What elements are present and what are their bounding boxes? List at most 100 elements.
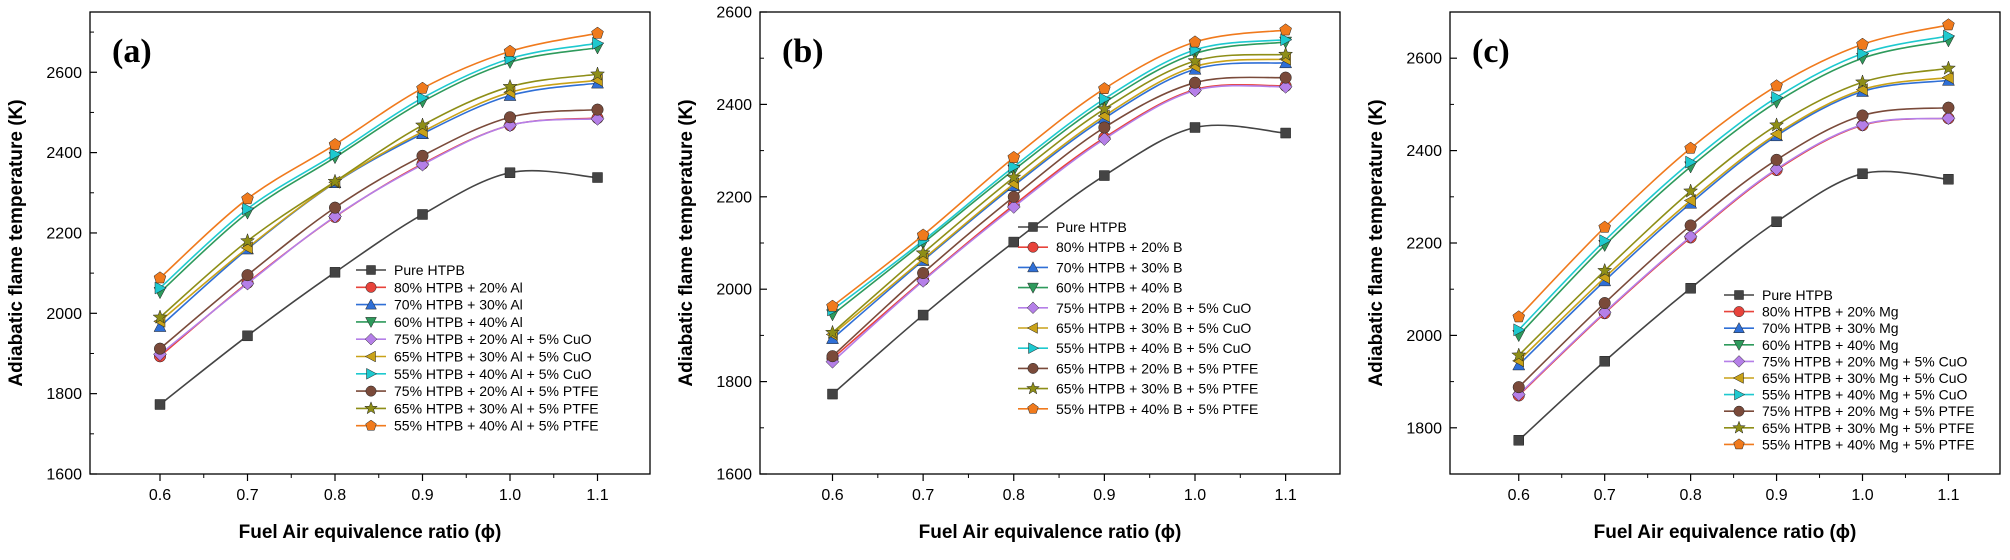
y-axis-title: Adiabatic flame temperature (K) — [1366, 99, 1387, 386]
legend-marker — [1026, 322, 1038, 334]
data-point — [154, 342, 166, 355]
series-5 — [1511, 111, 1956, 402]
chart-panel-1: 1600 1800 2000 2200 2400 2600 0.6 0.7 0.8 0.9 1.0 1… — [6, 11, 651, 543]
series-7 — [154, 36, 605, 295]
y-tick-label: 2400 — [46, 145, 82, 162]
legend-label: 70% HTPB + 30% Al — [394, 297, 523, 313]
data-point — [1685, 155, 1698, 169]
x-axis-title: Fuel Air equivalence ratio (ɸ) — [919, 522, 1182, 543]
data-point — [154, 399, 166, 410]
x-tick-label: 1.1 — [1937, 487, 1959, 504]
data-point — [415, 157, 430, 172]
legend-marker — [1028, 222, 1038, 232]
data-point — [329, 147, 342, 161]
legend-label: 75% HTPB + 20% Mg + 5% PTFE — [1762, 403, 1974, 419]
legend-marker — [1026, 301, 1040, 315]
data-point — [1599, 234, 1612, 248]
data-point — [1770, 79, 1783, 92]
series-10 — [153, 26, 604, 284]
series-line — [159, 117, 598, 357]
x-tick-label: 0.9 — [1093, 487, 1115, 504]
data-point — [1943, 29, 1956, 43]
data-point — [239, 233, 256, 248]
data-point — [1006, 169, 1022, 184]
legend-label: 55% HTPB + 40% Al + 5% PTFE — [394, 418, 599, 434]
legend-marker — [1732, 355, 1746, 368]
series-8 — [154, 103, 604, 355]
data-point — [1599, 356, 1610, 367]
x-tick-label: 0.7 — [912, 487, 934, 504]
data-point — [1189, 76, 1201, 89]
legend-label: 60% HTPB + 40% B — [1056, 280, 1182, 296]
data-point — [1099, 170, 1110, 181]
data-point — [1513, 435, 1524, 446]
x-tick-label: 0.8 — [1003, 487, 1025, 504]
data-point — [1940, 60, 1957, 75]
data-point — [1511, 347, 1527, 362]
data-point — [1097, 132, 1112, 146]
legend-label: Pure HTPB — [394, 262, 465, 278]
panel-label: (a) — [112, 33, 152, 70]
data-point — [1512, 310, 1525, 323]
series-9 — [152, 66, 606, 324]
legend-marker — [1732, 372, 1744, 384]
data-point — [589, 66, 606, 81]
legend-label: 75% HTPB + 20% Mg + 5% CuO — [1762, 353, 1968, 369]
data-point — [1188, 35, 1202, 48]
data-point — [1597, 262, 1613, 278]
legend-label: 70% HTPB + 30% B — [1056, 259, 1182, 275]
data-point — [1597, 305, 1612, 320]
series-line — [831, 62, 1286, 340]
legend-marker — [365, 317, 377, 329]
data-point — [1684, 219, 1697, 232]
x-tick-label: 0.7 — [236, 487, 258, 504]
data-point — [1096, 101, 1112, 116]
data-point — [1770, 153, 1783, 166]
series-10 — [1512, 18, 1955, 323]
data-point — [1187, 52, 1203, 68]
data-point — [1512, 381, 1525, 394]
data-point — [1684, 141, 1697, 154]
series-2 — [154, 112, 604, 363]
data-point — [1513, 323, 1526, 337]
x-tick-label: 0.6 — [821, 487, 843, 504]
data-point — [1098, 121, 1111, 134]
x-tick-label: 1.0 — [499, 487, 521, 504]
series-1 — [154, 167, 603, 410]
x-tick-label: 1.1 — [1275, 487, 1297, 504]
series-line — [159, 46, 598, 294]
legend-marker — [1027, 402, 1039, 414]
data-point — [1771, 91, 1784, 104]
data-point — [417, 91, 430, 105]
data-point — [241, 192, 254, 205]
data-point — [1278, 79, 1293, 94]
data-point — [1856, 109, 1869, 122]
legend-label: 55% HTPB + 40% B + 5% CuO — [1056, 340, 1251, 356]
legend-marker — [364, 332, 378, 346]
data-point — [242, 330, 253, 342]
data-point — [1008, 236, 1019, 248]
data-point — [328, 209, 342, 224]
legend-marker — [1026, 381, 1040, 395]
series-line — [159, 118, 598, 355]
y-tick-label: 1800 — [1406, 420, 1442, 437]
legend-label: 75% HTPB + 20% Al + 5% CuO — [394, 331, 592, 347]
y-tick-label: 1600 — [716, 467, 752, 484]
series-5 — [153, 112, 605, 362]
legend-label: 65% HTPB + 30% Mg + 5% PTFE — [1762, 420, 1974, 436]
data-point — [153, 271, 167, 284]
data-point — [416, 81, 429, 94]
data-point — [917, 309, 929, 321]
legend-label: 70% HTPB + 30% Mg — [1762, 320, 1899, 336]
y-tick-label: 2600 — [716, 5, 752, 22]
series-1 — [1513, 168, 1954, 446]
data-point — [327, 173, 343, 188]
data-point — [241, 269, 254, 282]
legend-label: 80% HTPB + 20% Mg — [1762, 304, 1899, 320]
legend-label: 65% HTPB + 30% Mg + 5% CuO — [1762, 370, 1968, 386]
legend-marker — [1734, 388, 1746, 401]
series-8 — [826, 71, 1292, 363]
data-point — [1685, 283, 1696, 294]
data-point — [916, 228, 930, 241]
